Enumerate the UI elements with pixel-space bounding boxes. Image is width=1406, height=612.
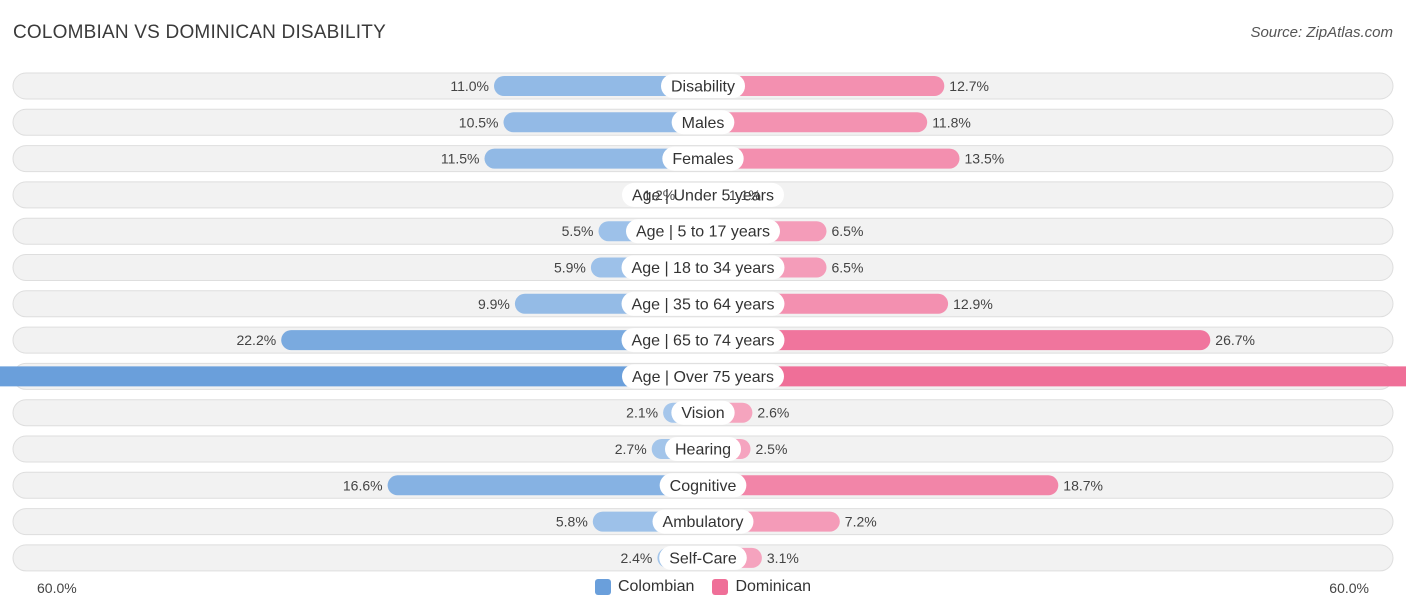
chart-row: Vision 2.1% 2.6% bbox=[12, 399, 1394, 427]
category-pill bbox=[659, 545, 747, 570]
category-label: Age | 35 to 64 years bbox=[632, 296, 775, 313]
category-pill bbox=[621, 291, 785, 316]
category-pill bbox=[659, 473, 747, 498]
chart-row: Ambulatory 5.8% 7.2% bbox=[12, 508, 1394, 536]
category-label: Age | Over 75 years bbox=[632, 369, 774, 386]
chart-row: Disability 11.0% 12.7% bbox=[12, 72, 1394, 100]
value-label-dominican: 18.7% bbox=[1063, 477, 1103, 493]
category-pill bbox=[625, 219, 781, 244]
chart-row: Cognitive 16.6% 18.7% bbox=[12, 471, 1394, 499]
category-label: Cognitive bbox=[670, 478, 737, 495]
legend-item-colombian[interactable]: Colombian bbox=[594, 578, 695, 596]
chart-title: COLOMBIAN VS DOMINICAN DISABILITY bbox=[13, 22, 386, 43]
bar-colombian[interactable] bbox=[494, 76, 703, 96]
category-label: Self-Care bbox=[669, 550, 737, 567]
axis-left-label: 60.0% bbox=[37, 580, 77, 596]
bar-colombian[interactable] bbox=[387, 475, 703, 496]
category-pill bbox=[652, 509, 754, 534]
value-label-dominican: 1.1% bbox=[729, 187, 761, 203]
category-label: Hearing bbox=[675, 442, 731, 459]
category-label: Ambulatory bbox=[663, 514, 744, 531]
value-label-dominican: 26.7% bbox=[1215, 332, 1255, 348]
value-label-colombian: 2.7% bbox=[615, 441, 647, 457]
value-label-colombian: 9.9% bbox=[478, 296, 510, 312]
chart-row: Age | 65 to 74 years 22.2% 26.7% bbox=[12, 326, 1394, 354]
value-label-colombian: 11.0% bbox=[450, 78, 489, 94]
legend: Colombian Dominican bbox=[0, 578, 1406, 596]
category-label: Age | 5 to 17 years bbox=[636, 224, 770, 241]
chart-row: Age | 5 to 17 years 5.5% 6.5% bbox=[12, 217, 1394, 245]
axis-right-label: 60.0% bbox=[1329, 580, 1369, 596]
category-label: Vision bbox=[681, 405, 724, 422]
bar-dominican[interactable] bbox=[703, 112, 928, 133]
bar-dominican[interactable] bbox=[703, 76, 945, 96]
value-label-dominican: 12.7% bbox=[949, 78, 989, 94]
category-pill bbox=[621, 255, 785, 280]
value-label-colombian: 5.5% bbox=[562, 223, 594, 239]
chart-row: Self-Care 2.4% 3.1% bbox=[12, 544, 1394, 572]
value-label-dominican: 11.8% bbox=[932, 114, 971, 130]
bar-dominican[interactable] bbox=[703, 366, 1406, 387]
value-label-colombian: 22.2% bbox=[236, 332, 276, 348]
value-label-colombian: 5.8% bbox=[556, 514, 588, 530]
value-label-dominican: 2.5% bbox=[756, 441, 788, 457]
category-label: Disability bbox=[671, 79, 735, 96]
legend-swatch-colombian bbox=[594, 579, 611, 595]
category-pill bbox=[621, 182, 785, 207]
value-label-colombian: 16.6% bbox=[343, 477, 383, 493]
bar-colombian[interactable] bbox=[503, 112, 704, 133]
chart-row: Hearing 2.7% 2.5% bbox=[12, 435, 1394, 463]
value-label-dominican: 6.5% bbox=[832, 260, 864, 276]
chart-canvas: Disability 11.0% 12.7% Males 10.5% 11.8% Femal… bbox=[0, 72, 1406, 572]
category-pill bbox=[662, 146, 744, 171]
legend-item-dominican[interactable]: Dominican bbox=[712, 578, 811, 596]
category-label: Age | 65 to 74 years bbox=[632, 333, 775, 350]
chart-row: Males 10.5% 11.8% bbox=[12, 108, 1394, 136]
chart-row: Age | Over 75 years46.7%50.2% bbox=[0, 362, 1406, 390]
bar-colombian[interactable] bbox=[281, 330, 703, 351]
value-label-colombian: 5.9% bbox=[554, 260, 586, 276]
category-label: Females bbox=[672, 151, 733, 168]
value-label-colombian: 11.5% bbox=[441, 151, 480, 167]
category-pill bbox=[621, 328, 785, 353]
category-label: Age | 18 to 34 years bbox=[632, 260, 775, 277]
bar-dominican[interactable] bbox=[703, 475, 1059, 496]
source-credit: Source: ZipAtlas.com bbox=[1250, 24, 1393, 41]
value-label-colombian: 2.4% bbox=[620, 550, 652, 566]
category-label: Males bbox=[682, 115, 725, 132]
value-label-dominican: 13.5% bbox=[965, 151, 1005, 167]
value-label-colombian: 1.2% bbox=[643, 187, 675, 203]
value-label-dominican: 7.2% bbox=[845, 514, 877, 530]
category-label: Age | Under 5 years bbox=[632, 187, 774, 204]
category-pill bbox=[664, 437, 742, 461]
value-label-dominican: 12.9% bbox=[953, 296, 993, 312]
bar-dominican[interactable] bbox=[703, 148, 960, 169]
chart-row: Age | 18 to 34 years 5.9% 6.5% bbox=[12, 254, 1394, 281]
legend-label-dominican: Dominican bbox=[735, 578, 812, 595]
value-label-dominican: 3.1% bbox=[767, 550, 799, 566]
category-pill bbox=[622, 364, 784, 389]
bar-dominican[interactable] bbox=[703, 330, 1211, 351]
bar-colombian[interactable] bbox=[484, 148, 704, 169]
chart-row: Age | 35 to 64 years 9.9% 12.9% bbox=[12, 290, 1394, 318]
legend-swatch-dominican bbox=[712, 579, 729, 595]
legend-label-colombian: Colombian bbox=[617, 578, 695, 595]
value-label-dominican: 6.5% bbox=[832, 223, 864, 239]
value-label-dominican: 2.6% bbox=[757, 405, 789, 421]
value-label-colombian: 10.5% bbox=[459, 114, 499, 130]
value-label-colombian: 2.1% bbox=[626, 405, 658, 421]
category-pill bbox=[671, 110, 735, 135]
bar-colombian[interactable] bbox=[0, 366, 703, 387]
category-pill bbox=[660, 74, 746, 98]
category-pill bbox=[671, 400, 735, 425]
chart-row: Females 11.5% 13.5% bbox=[12, 145, 1394, 173]
